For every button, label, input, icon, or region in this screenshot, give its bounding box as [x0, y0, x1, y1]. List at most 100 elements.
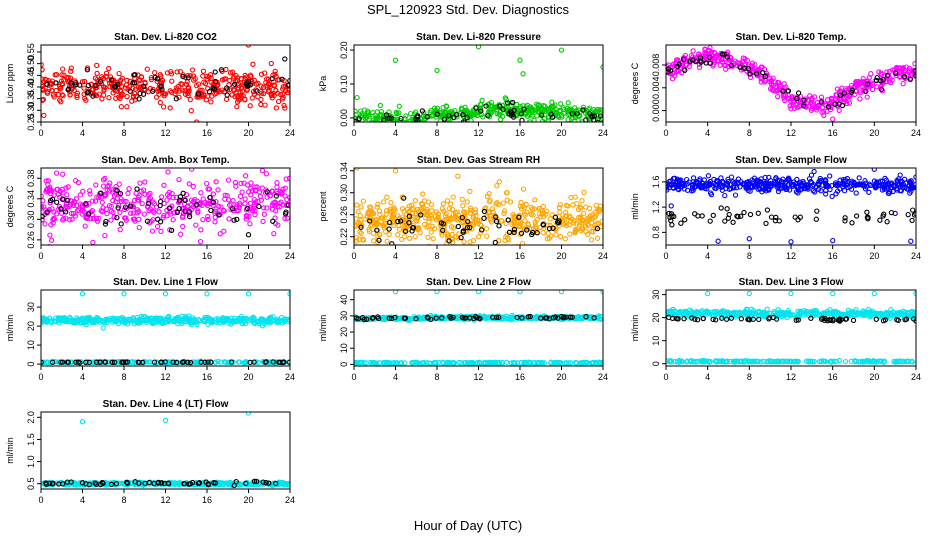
outlier-point — [282, 56, 288, 62]
data-point — [148, 315, 155, 321]
data-point — [245, 83, 251, 89]
data-point — [267, 84, 273, 90]
data-point — [482, 206, 488, 212]
data-point — [42, 221, 48, 227]
data-point — [41, 198, 46, 204]
data-point — [735, 176, 742, 182]
data-point — [273, 193, 280, 199]
data-point — [546, 235, 553, 241]
data-point — [444, 198, 451, 204]
data-point — [93, 82, 99, 89]
outlier-point — [496, 179, 502, 185]
data-point — [442, 109, 448, 115]
data-point — [863, 184, 870, 190]
data-point — [207, 194, 213, 201]
data-point — [244, 359, 250, 365]
data-point — [248, 73, 254, 80]
data-point — [579, 220, 585, 226]
data-point — [473, 212, 479, 219]
data-point — [820, 311, 826, 318]
panel-title: Stan. Dev. Line 2 Flow — [426, 277, 531, 288]
data-point — [727, 181, 733, 188]
outlier-point — [830, 116, 836, 122]
data-point — [519, 117, 525, 122]
data-point — [259, 168, 266, 174]
data-point — [177, 69, 184, 75]
data-point — [253, 359, 259, 365]
data-point — [483, 103, 489, 109]
data-point — [130, 94, 137, 100]
data-point — [182, 197, 188, 204]
data-point — [221, 319, 227, 325]
y-tick-label: 0.00 — [339, 109, 349, 127]
data-point — [714, 179, 720, 185]
data-point — [702, 51, 709, 57]
data-points — [41, 45, 290, 122]
data-point — [478, 108, 484, 114]
x-tick-label: 4 — [393, 372, 398, 382]
data-point — [398, 360, 405, 366]
data-point — [173, 359, 180, 366]
data-point — [170, 217, 176, 223]
data-point — [87, 188, 93, 194]
data-point — [730, 62, 736, 68]
data-point — [94, 317, 100, 323]
data-point — [247, 103, 253, 109]
data-point — [461, 239, 467, 245]
data-point — [518, 206, 525, 212]
outlier-point — [715, 238, 721, 244]
data-point — [231, 87, 237, 93]
data-point — [60, 196, 66, 202]
data-point — [165, 315, 171, 321]
data-point — [186, 181, 192, 187]
x-tick-label: 8 — [747, 128, 752, 138]
data-point — [164, 197, 170, 203]
data-point — [469, 221, 475, 227]
data-point — [724, 206, 730, 212]
data-point — [724, 54, 730, 60]
data-point — [65, 74, 71, 81]
y-tick-label: 0.40 — [26, 78, 36, 96]
data-point — [185, 84, 191, 90]
data-point — [669, 222, 675, 228]
data-point — [222, 192, 228, 198]
y-tick-label: 0.004 — [651, 77, 661, 100]
data-point — [864, 81, 871, 87]
data-point — [72, 177, 79, 184]
data-point — [380, 199, 387, 205]
data-point — [470, 238, 477, 244]
data-point — [510, 99, 516, 106]
data-point — [786, 177, 793, 184]
data-point — [743, 185, 749, 191]
x-tick-label: 8 — [747, 251, 752, 261]
data-point — [263, 359, 269, 365]
data-point — [845, 181, 851, 187]
data-point — [544, 315, 550, 321]
data-point — [136, 96, 142, 102]
data-point — [844, 100, 850, 107]
data-point — [448, 315, 454, 321]
data-point — [564, 105, 571, 112]
y-tick-label: 30 — [339, 311, 349, 321]
data-point — [370, 210, 376, 216]
data-point — [529, 231, 535, 238]
data-points — [354, 290, 603, 366]
data-point — [168, 71, 175, 77]
data-point — [284, 215, 290, 221]
data-point — [58, 78, 65, 84]
y-tick-label: 0.10 — [339, 75, 349, 93]
data-point — [460, 203, 466, 209]
data-point — [80, 188, 86, 194]
data-point — [905, 211, 911, 218]
data-point — [367, 204, 373, 210]
data-point — [599, 107, 603, 113]
data-point — [481, 208, 488, 215]
data-point — [389, 213, 395, 220]
data-point — [424, 314, 431, 320]
data-point — [885, 190, 892, 196]
data-point — [570, 202, 576, 208]
data-point — [903, 358, 909, 365]
data-point — [487, 360, 494, 366]
chart-panel-5: Stan. Dev. Gas Stream RH0 4 8 12 16 20 240.220… — [318, 155, 608, 261]
